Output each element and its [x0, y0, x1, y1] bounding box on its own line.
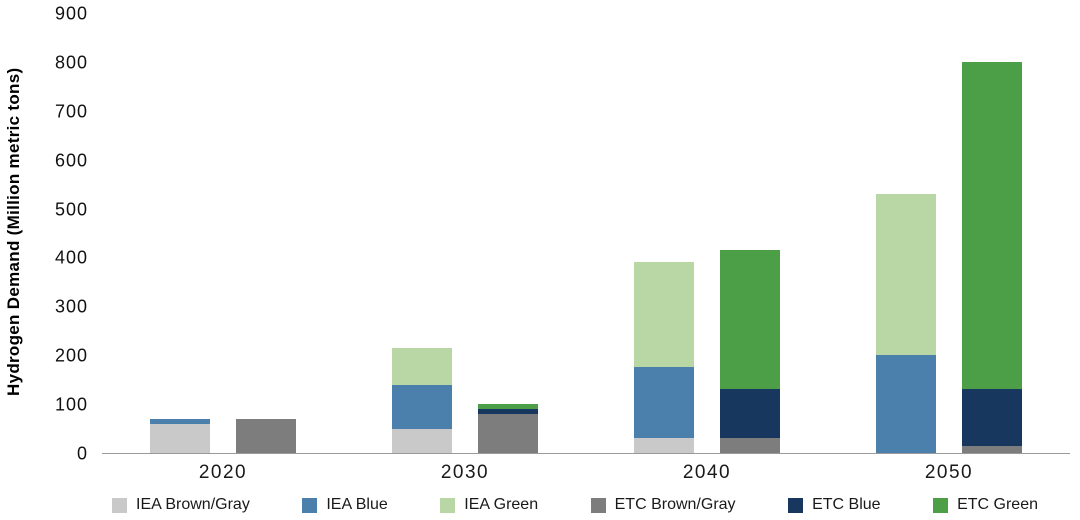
- y-tick-label: 100: [54, 394, 88, 415]
- legend-label: ETC Green: [957, 496, 1038, 513]
- x-axis-label-2050: 2050: [924, 462, 974, 483]
- legend-label: IEA Green: [464, 496, 539, 513]
- y-tick-label: 800: [54, 52, 88, 73]
- legend-item-iea-brown-gray: IEA Brown/Gray: [112, 496, 250, 514]
- y-tick-label: 400: [54, 247, 88, 268]
- legend-item-etc-green: ETC Green: [933, 496, 1038, 514]
- plot-area: 2020 2030 2040 2050: [102, 14, 1070, 483]
- etc-green-segment: [720, 250, 780, 390]
- legend-label: IEA Brown/Gray: [136, 496, 250, 513]
- y-tick-label: 200: [54, 345, 88, 366]
- bar-group-2030: 2030: [392, 14, 538, 483]
- plot-wrap: 2020 2030 2040 2050 0 100 200 300 400 500 600 700 8…: [55, 4, 1070, 483]
- legend-swatch-icon: [112, 497, 127, 513]
- iea-blue-segment: [876, 355, 936, 453]
- etc-stacked-bar: [478, 404, 538, 453]
- legend-swatch-icon: [302, 497, 318, 513]
- y-axis-title: Hydrogen Demand (Million metric tons): [4, 67, 23, 397]
- etc-blue-segment: [962, 389, 1022, 446]
- legend-item-etc-brown-gray: ETC Brown/Gray: [590, 496, 736, 514]
- etc-brown-gray-segment: [236, 418, 296, 453]
- etc-stacked-bar: [720, 250, 780, 453]
- etc-brown-gray-segment: [962, 445, 1022, 453]
- etc-green-segment: [962, 61, 1022, 390]
- iea-brown-gray-segment: [634, 438, 694, 453]
- iea-stacked-bar: [392, 347, 452, 453]
- iea-stacked-bar: [634, 262, 694, 453]
- y-tick-label: 700: [54, 101, 88, 122]
- etc-stacked-bar: [236, 418, 296, 453]
- legend-swatch-icon: [788, 497, 804, 513]
- iea-brown-gray-segment: [392, 428, 452, 453]
- legend-swatch-icon: [590, 497, 606, 513]
- iea-stacked-bar: [876, 193, 936, 453]
- x-axis-label-2040: 2040: [682, 462, 732, 483]
- iea-green-segment: [876, 193, 936, 356]
- legend-swatch-icon: [933, 497, 949, 513]
- legend-label: IEA Blue: [326, 496, 388, 513]
- legend: IEA Brown/Gray IEA Blue IEA Green ETC Brown…: [112, 496, 1038, 514]
- legend-label: ETC Brown/Gray: [614, 496, 736, 513]
- y-tick-label: 0: [76, 443, 88, 464]
- etc-green-segment: [478, 404, 538, 410]
- etc-stacked-bar: [962, 61, 1022, 453]
- bar-group-2040: 2040: [634, 14, 780, 483]
- etc-brown-gray-segment: [478, 413, 538, 453]
- iea-blue-segment: [150, 418, 210, 424]
- iea-green-segment: [392, 347, 452, 385]
- legend-swatch-icon: [440, 497, 456, 513]
- x-axis-label-2030: 2030: [440, 462, 490, 483]
- iea-blue-segment: [392, 384, 452, 429]
- y-tick-label: 600: [54, 150, 88, 171]
- etc-brown-gray-segment: [720, 438, 780, 453]
- iea-green-segment: [634, 262, 694, 368]
- iea-stacked-bar: [150, 418, 210, 453]
- bar-group-2020: 2020: [150, 14, 296, 483]
- iea-brown-gray-segment: [150, 423, 210, 453]
- y-tick-label: 500: [54, 199, 88, 220]
- legend-item-iea-blue: IEA Blue: [302, 496, 388, 514]
- legend-item-etc-blue: ETC Blue: [788, 496, 881, 514]
- etc-blue-segment: [720, 389, 780, 439]
- y-tick-label: 300: [54, 296, 88, 317]
- legend-item-iea-green: IEA Green: [440, 496, 538, 514]
- etc-blue-segment: [478, 409, 538, 414]
- legend-label: ETC Blue: [812, 496, 881, 513]
- bar-group-2050: 2050: [876, 14, 1022, 483]
- x-axis-label-2020: 2020: [198, 462, 248, 483]
- iea-blue-segment: [634, 367, 694, 439]
- y-tick-label: 900: [54, 3, 88, 24]
